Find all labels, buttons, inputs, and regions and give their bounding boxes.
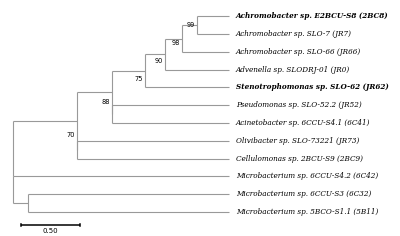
Text: 0.50: 0.50: [43, 228, 58, 234]
Text: Cellulomonas sp. 2BCU-S9 (2BC9): Cellulomonas sp. 2BCU-S9 (2BC9): [236, 155, 363, 163]
Text: 99: 99: [186, 22, 194, 28]
Text: Microbacterium sp. 6CCU-S4.2 (6C42): Microbacterium sp. 6CCU-S4.2 (6C42): [236, 172, 378, 180]
Text: Olivibacter sp. SLO-73221 (JR73): Olivibacter sp. SLO-73221 (JR73): [236, 137, 359, 145]
Text: Stenotrophomonas sp. SLO-62 (JR62): Stenotrophomonas sp. SLO-62 (JR62): [236, 84, 389, 91]
Text: Achromobacter sp. SLO-7 (JR7): Achromobacter sp. SLO-7 (JR7): [236, 30, 352, 38]
Text: Microbacterium sp. 5BCO-S1.1 (5B11): Microbacterium sp. 5BCO-S1.1 (5B11): [236, 208, 378, 216]
Text: Achromobacter sp. SLO-66 (JR66): Achromobacter sp. SLO-66 (JR66): [236, 48, 361, 56]
Text: Acinetobacter sp. 6CCU-S4.1 (6C41): Acinetobacter sp. 6CCU-S4.1 (6C41): [236, 119, 370, 127]
Text: Advenella sp. SLODRJ-01 (JR0): Advenella sp. SLODRJ-01 (JR0): [236, 66, 350, 74]
Text: Pseudomonas sp. SLO-52.2 (JR52): Pseudomonas sp. SLO-52.2 (JR52): [236, 101, 362, 109]
Text: Achromobacter sp. E2BCU-S8 (2BC8): Achromobacter sp. E2BCU-S8 (2BC8): [236, 12, 388, 20]
Text: 88: 88: [102, 99, 110, 105]
Text: 70: 70: [67, 132, 75, 139]
Text: 75: 75: [134, 76, 143, 82]
Text: 98: 98: [171, 40, 180, 46]
Text: Microbacterium sp. 6CCU-S3 (6C32): Microbacterium sp. 6CCU-S3 (6C32): [236, 190, 371, 198]
Text: 90: 90: [154, 58, 163, 64]
